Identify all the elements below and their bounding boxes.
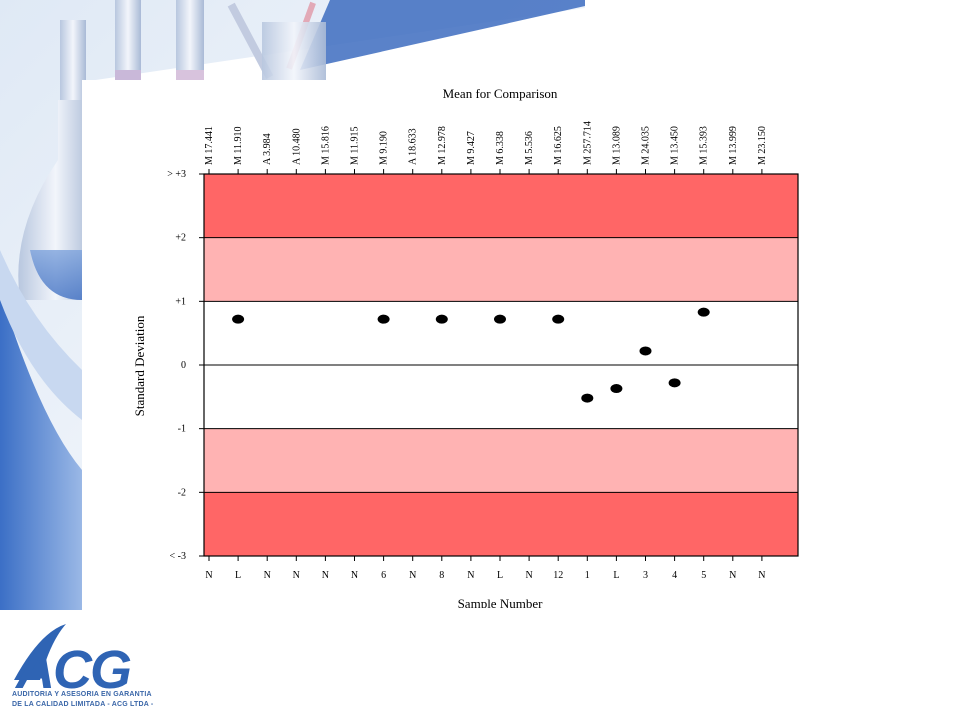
x-tick-label: 3 bbox=[643, 570, 648, 581]
x-tick-label: N bbox=[758, 570, 765, 581]
top-tick-labels: M 17.441 M 11.910 A 3.984 A 10.480 M 15.816 M… bbox=[204, 121, 768, 174]
x-tick-label: L bbox=[235, 570, 241, 581]
y-tick-label: 0 bbox=[181, 360, 186, 371]
data-point bbox=[232, 314, 245, 324]
x-tick-label: N bbox=[409, 570, 416, 581]
top-tick-label: M 257.714 bbox=[582, 121, 593, 165]
top-tick-label: M 13.089 bbox=[611, 126, 622, 165]
logo-text: ACG bbox=[14, 640, 131, 700]
data-point bbox=[639, 346, 652, 356]
x-tick-label: N bbox=[264, 570, 271, 581]
x-tick-label: N bbox=[322, 570, 329, 581]
x-tick-label: 4 bbox=[672, 570, 677, 581]
y-axis-label: Standard Deviation bbox=[132, 315, 147, 416]
data-point bbox=[581, 393, 594, 403]
top-tick-label: M 9.427 bbox=[466, 131, 477, 165]
top-tick-label: M 16.625 bbox=[553, 126, 564, 165]
logo-tagline-line-1: AUDITORIA Y ASESORIA EN GARANTIA bbox=[12, 691, 152, 698]
standard-deviation-chart: Mean for Comparison M 17.441 M 11.910 A 3.… bbox=[132, 86, 799, 608]
top-tick-label: A 10.480 bbox=[291, 128, 302, 165]
x-tick-label: 8 bbox=[439, 570, 444, 581]
data-point bbox=[494, 314, 506, 324]
data-point bbox=[377, 314, 390, 324]
y-tick-labels: > +3 +2 +1 0 -1 -2 < -3 bbox=[167, 169, 204, 562]
deviation-bands bbox=[204, 174, 798, 556]
x-tick-label: N bbox=[729, 570, 736, 581]
x-tick-label: N bbox=[205, 570, 212, 581]
x-tick-label: 1 bbox=[585, 570, 590, 581]
data-point bbox=[697, 307, 710, 317]
x-tick-label: 6 bbox=[381, 570, 386, 581]
top-tick-label: M 13.999 bbox=[728, 126, 739, 165]
y-tick-label: -1 bbox=[178, 424, 186, 435]
x-tick-label: N bbox=[351, 570, 358, 581]
x-tick-labels: N L N N N N 6 N 8 N L N 12 1 L 3 4 5 N N bbox=[205, 556, 766, 581]
top-tick-label: M 5.536 bbox=[524, 131, 535, 165]
data-points bbox=[232, 307, 710, 403]
x-tick-label: L bbox=[497, 570, 503, 581]
top-tick-label: A 3.984 bbox=[262, 133, 273, 165]
data-point bbox=[610, 384, 623, 394]
top-tick-label: M 24.035 bbox=[641, 126, 652, 165]
logo-swoosh-icon bbox=[14, 624, 66, 680]
x-tick-label: N bbox=[293, 570, 300, 581]
top-tick-label: M 12.978 bbox=[437, 126, 448, 165]
top-tick-label: A 18.633 bbox=[408, 128, 419, 165]
band-1 bbox=[204, 237, 798, 302]
y-tick-label: > +3 bbox=[167, 169, 186, 180]
top-tick-label: M 11.915 bbox=[350, 126, 361, 165]
x-tick-label: N bbox=[525, 570, 532, 581]
y-tick-label: +2 bbox=[175, 233, 186, 244]
top-tick-label: M 6.338 bbox=[495, 131, 506, 165]
logo-tagline-line-2: DE LA CALIDAD LIMITADA - ACG LTDA - bbox=[12, 701, 154, 708]
x-tick-label: 5 bbox=[701, 570, 706, 581]
acg-logo: ACG bbox=[14, 624, 133, 700]
x-axis-label: Sample Number bbox=[458, 596, 544, 608]
chart-title: Mean for Comparison bbox=[443, 86, 558, 101]
band-0 bbox=[204, 174, 798, 238]
top-tick-label: M 15.393 bbox=[699, 126, 710, 165]
top-tick-label: M 13.450 bbox=[670, 126, 681, 165]
data-point bbox=[668, 378, 681, 388]
top-tick-label: M 17.441 bbox=[204, 126, 215, 165]
y-tick-label: -2 bbox=[178, 487, 186, 498]
x-tick-label: L bbox=[613, 570, 619, 581]
x-tick-label: 12 bbox=[553, 570, 563, 581]
top-tick-label: M 11.910 bbox=[233, 126, 244, 165]
x-tick-label: N bbox=[467, 570, 474, 581]
band-3 bbox=[204, 428, 798, 493]
y-tick-label: +1 bbox=[175, 296, 186, 307]
band-4 bbox=[204, 492, 798, 556]
y-tick-label: < -3 bbox=[170, 551, 186, 562]
chart-panel: Mean for Comparison M 17.441 M 11.910 A 3.… bbox=[82, 80, 820, 608]
top-tick-label: M 9.190 bbox=[379, 131, 390, 165]
data-point bbox=[435, 314, 448, 324]
top-tick-label: M 15.816 bbox=[320, 126, 331, 165]
top-tick-label: M 23.150 bbox=[757, 126, 768, 165]
data-point bbox=[552, 314, 565, 324]
